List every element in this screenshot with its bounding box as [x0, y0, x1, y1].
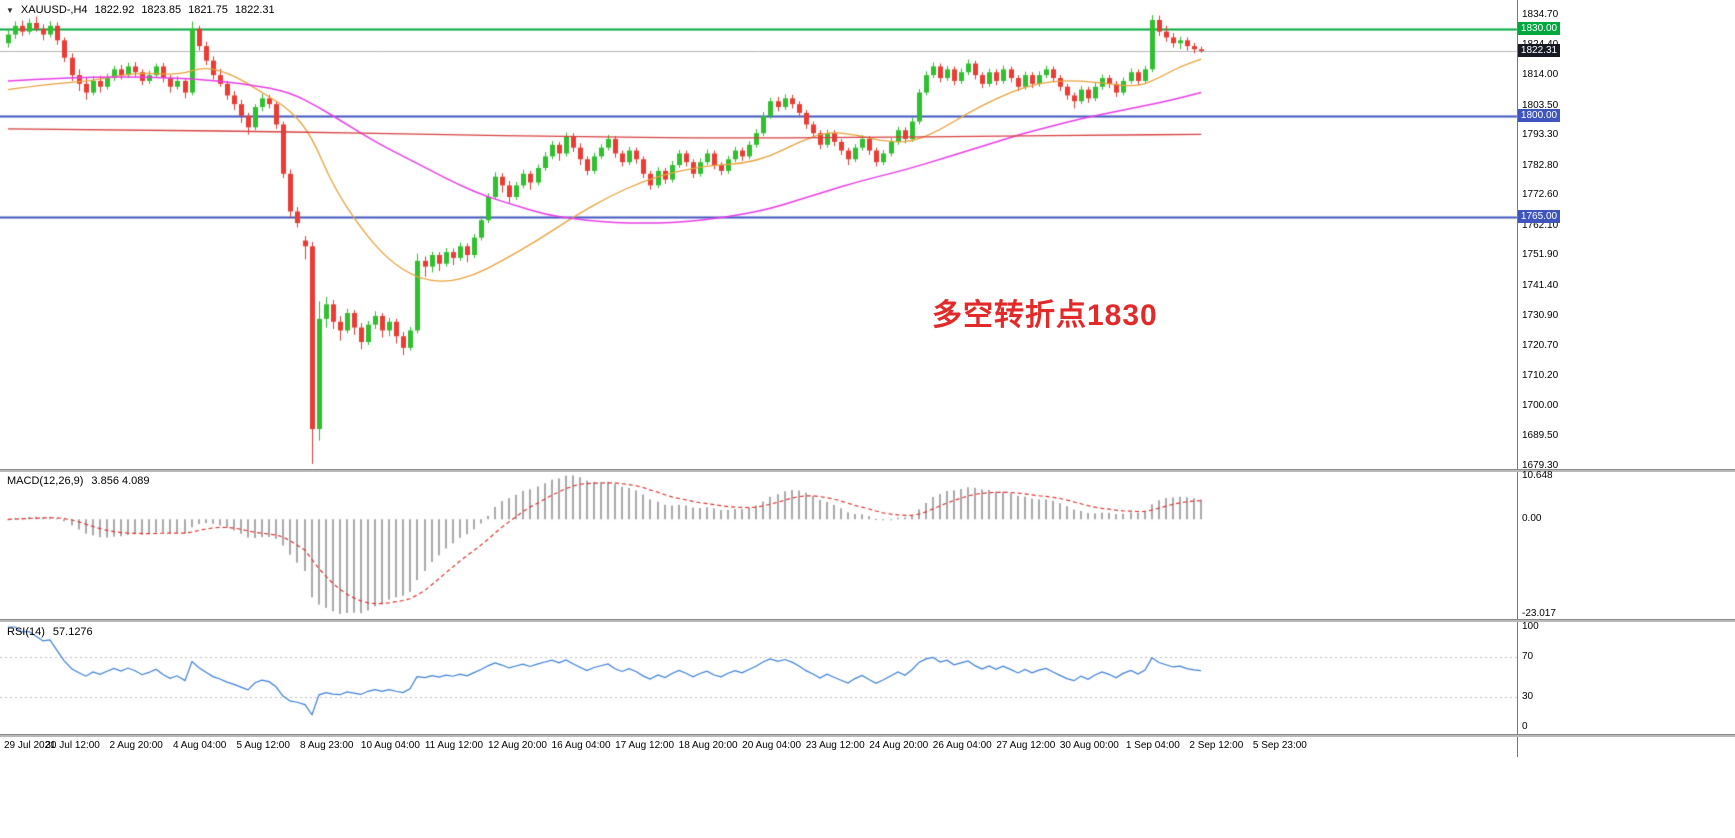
rsi-pane-splitter[interactable]	[0, 619, 1735, 622]
time-axis-label: 16 Aug 04:00	[551, 740, 611, 751]
macd-pane-splitter[interactable]	[0, 469, 1735, 472]
price-axis-label: 1710.20	[1522, 370, 1559, 382]
price-axis-label: 1824.40	[1522, 38, 1559, 50]
macd-axis-label: -23.017	[1522, 607, 1556, 619]
collapse-arrow-icon[interactable]: ▼	[6, 5, 14, 15]
time-axis-label: 11 Aug 12:00	[424, 740, 484, 751]
price-axis-label: 1762.10	[1522, 219, 1559, 231]
price-axis-label: 1772.60	[1522, 189, 1559, 201]
rsi-axis-label: 70	[1522, 651, 1534, 662]
price-axis-label: 1803.50	[1522, 99, 1559, 111]
time-axis-label: 2 Sep 12:00	[1189, 740, 1244, 751]
ohlc-open-value: 1822.92	[94, 4, 135, 16]
time-axis-label: 1 Sep 04:00	[1125, 740, 1180, 751]
time-axis-divider	[0, 734, 1735, 737]
macd-name: MACD(12,26,9)	[7, 475, 84, 487]
price-axis-label: 1782.80	[1522, 159, 1559, 171]
time-axis-label: 17 Aug 12:00	[615, 740, 675, 751]
price-axis-label: 1751.90	[1522, 249, 1559, 261]
time-axis-label: 30 Jul 12:00	[45, 740, 100, 751]
time-axis-label: 18 Aug 20:00	[678, 740, 738, 751]
chart-text-annotation[interactable]: 多空转折点1830	[932, 299, 1158, 332]
ohlc-high-value: 1823.85	[141, 4, 182, 16]
macd-axis-label: 10.648	[1522, 469, 1553, 481]
macd-indicator-label: MACD(12,26,9) 3.856 4.089	[7, 475, 150, 487]
price-axis-divider	[1517, 0, 1518, 757]
price-axis-label: 1814.00	[1522, 69, 1559, 81]
rsi-axis-label: 30	[1522, 691, 1534, 702]
rsi-axis-label: 100	[1522, 621, 1539, 632]
macd-axis-label: 0.00	[1522, 513, 1542, 525]
price-axis-label: 1700.00	[1522, 399, 1559, 411]
time-axis-label: 8 Aug 23:00	[300, 740, 354, 751]
time-axis[interactable]: 29 Jul 2021 30 Jul 12:00 2 Aug 20:00 4 Aug …	[0, 737, 1517, 759]
time-axis-label: 20 Aug 04:00	[742, 740, 802, 751]
price-axis-label: 1689.50	[1522, 430, 1559, 442]
time-axis-label: 24 Aug 20:00	[869, 740, 929, 751]
time-axis-label: 27 Aug 12:00	[996, 740, 1056, 751]
chart-header: ▼ XAUUSD-,H4 1822.92 1823.85 1821.75 182…	[6, 4, 275, 16]
price-axis-label: 1720.70	[1522, 339, 1559, 351]
time-axis-label: 23 Aug 12:00	[805, 740, 865, 751]
price-axis-label: 1834.70	[1522, 9, 1559, 21]
time-axis-label: 5 Sep 23:00	[1252, 740, 1307, 751]
time-axis-label: 26 Aug 04:00	[932, 740, 992, 751]
time-axis-label: 30 Aug 00:00	[1059, 740, 1119, 751]
time-axis-label: 12 Aug 20:00	[488, 740, 547, 751]
macd-values: 3.856 4.089	[91, 475, 150, 487]
price-axis-label: 1793.30	[1522, 129, 1559, 141]
ohlc-low-value: 1821.75	[188, 4, 228, 16]
time-axis-label: 4 Aug 04:00	[172, 740, 227, 751]
price-axis[interactable]: 1834.70 1824.40 1814.00 1803.50 1793.30 1782.…	[1518, 0, 1733, 757]
rsi-axis-label: 0	[1522, 721, 1528, 732]
price-axis-label: 1741.40	[1522, 279, 1559, 291]
time-axis-label: 2 Aug 20:00	[109, 740, 163, 751]
rsi-indicator-label: RSI(14) 57.1276	[7, 626, 93, 638]
time-axis-label: 5 Aug 12:00	[236, 740, 290, 751]
rsi-value: 57.1276	[52, 626, 93, 638]
rsi-name: RSI(14)	[7, 626, 45, 638]
time-axis-label: 10 Aug 04:00	[360, 740, 420, 751]
ohlc-close-value: 1822.31	[234, 4, 275, 16]
price-axis-label: 1730.90	[1522, 310, 1559, 322]
price-axis-label: 1679.30	[1522, 459, 1559, 471]
time-axis-label: 29 Jul 2021	[4, 740, 56, 751]
symbol-timeframe-label: XAUUSD-,H4	[20, 4, 88, 16]
